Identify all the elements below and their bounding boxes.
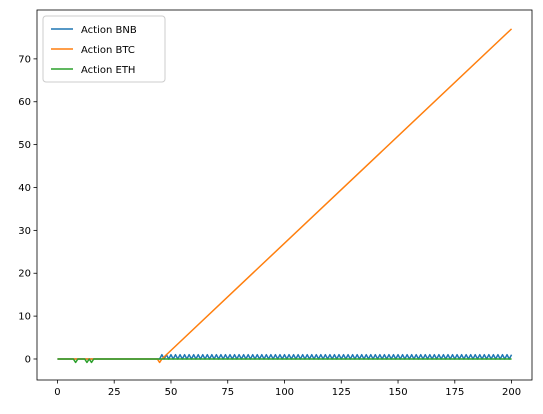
y-tick-label: 10 [18,312,31,323]
x-tick-label: 175 [445,387,464,398]
x-tick-label: 25 [108,387,121,398]
x-tick-label: 150 [388,387,407,398]
x-tick-label: 125 [332,387,351,398]
y-tick-label: 30 [18,226,31,237]
x-axis: 0 25 50 75 100 125 150 175 200 [54,380,521,398]
plot-area [57,28,513,364]
y-tick-label: 70 [18,54,31,65]
y-axis: 0 10 20 30 40 50 60 70 [18,54,37,365]
x-tick-label: 75 [221,387,234,398]
legend-label: Action BNB [81,25,137,36]
series-line-action-eth [57,358,512,364]
legend-label: Action BTC [81,45,135,56]
x-tick-label: 50 [165,387,178,398]
legend-label: Action ETH [81,65,135,76]
x-tick-label: 0 [54,387,60,398]
y-tick-label: 0 [25,354,31,365]
y-tick-label: 20 [18,269,31,280]
x-tick-label: 100 [275,387,294,398]
y-tick-label: 60 [18,97,31,108]
legend-box [42,15,166,83]
legend: Action BNB Action BTC Action ETH [42,15,166,83]
y-tick-label: 50 [18,140,31,151]
x-tick-label: 200 [502,387,521,398]
y-tick-label: 40 [18,183,31,194]
